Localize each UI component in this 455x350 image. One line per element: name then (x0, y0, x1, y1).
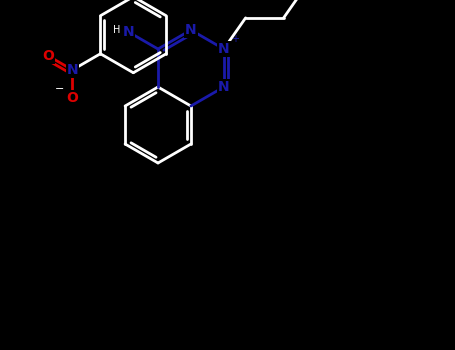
Text: O: O (42, 49, 54, 63)
Text: −: − (55, 84, 65, 94)
Text: N: N (185, 23, 197, 37)
Text: N: N (218, 42, 230, 56)
Text: N: N (122, 25, 134, 39)
Text: H: H (113, 25, 121, 35)
Text: N: N (218, 80, 230, 94)
Text: N: N (66, 63, 78, 77)
Text: O: O (66, 91, 78, 105)
Text: +: + (231, 34, 239, 44)
